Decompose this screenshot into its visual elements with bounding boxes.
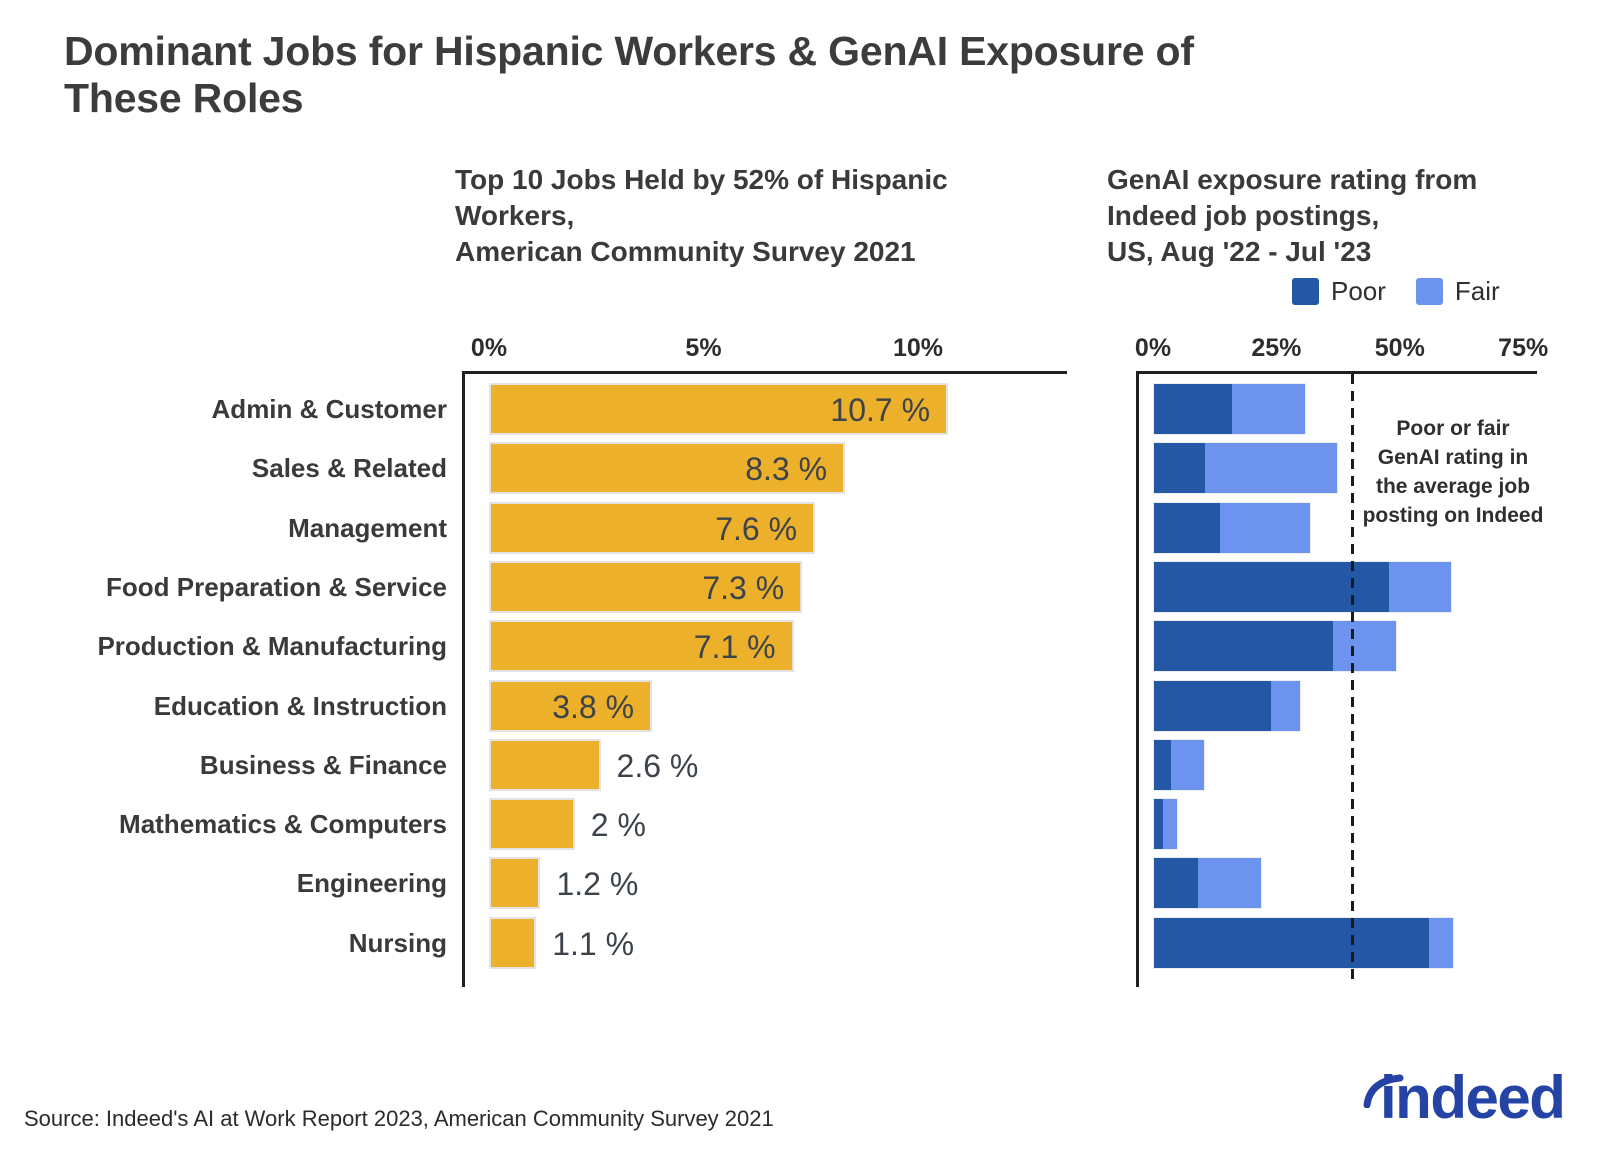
page-title: Dominant Jobs for Hispanic Workers & Gen… (64, 28, 1194, 121)
right-axis-tick-25%: 25% (1251, 334, 1302, 362)
left-chart-y-axis-line (462, 371, 465, 987)
annotation-line3: the average job (1375, 475, 1531, 498)
fair-segment-food-preparation-service (1389, 561, 1451, 612)
reference-line-annotation: Poor or fair GenAI rating in the average… (1333, 414, 1573, 530)
left-bar-food-preparation-service (489, 560, 803, 613)
left-axis-tick-0%: 0% (470, 334, 508, 362)
category-label-mathematics-computers: Mathematics & Computers (119, 809, 447, 840)
left-chart-subtitle-line1: Top 10 Jobs Held by 52% of Hispanic (455, 164, 948, 195)
right-bar-education-instruction (1153, 679, 1302, 732)
left-bar-management (489, 501, 816, 554)
fair-segment-business-finance (1170, 739, 1204, 790)
left-bar-production-manufacturing (489, 620, 794, 673)
source-note: Source: Indeed's AI at Work Report 2023,… (24, 1106, 774, 1131)
right-bar-admin-customer (1153, 383, 1307, 435)
value-label-education-instruction: 3.8 % (552, 688, 635, 725)
fair-segment-production-manufacturing (1332, 621, 1397, 672)
right-axis-tick-50%: 50% (1374, 334, 1425, 362)
poor-segment-admin-customer (1154, 384, 1232, 434)
indeed-logo-text: indeed (1380, 1064, 1566, 1131)
right-chart-y-axis-line (1136, 371, 1139, 987)
category-label-admin-customer: Admin & Customer (211, 394, 447, 424)
poor-segment-nursing (1154, 917, 1429, 968)
left-axis-tick-5%: 5% (685, 334, 722, 362)
annotation-line2: GenAI rating in (1377, 446, 1529, 469)
fair-segment-management (1219, 502, 1310, 553)
right-chart-subtitle: GenAI exposure rating from Indeed job po… (1107, 162, 1577, 270)
indeed-logo: indeed (1363, 1064, 1566, 1131)
category-label-engineering: Engineering (296, 868, 447, 899)
fair-segment-admin-customer (1231, 384, 1306, 434)
category-label-production-manufacturing: Production & Manufacturing (97, 631, 447, 662)
fair-segment-education-instruction (1270, 680, 1301, 731)
category-label-food-preparation-service: Food Preparation & Service (106, 571, 447, 602)
legend-poor-label: Poor (1331, 276, 1386, 306)
legend: Poor Fair (1292, 276, 1500, 307)
value-label-business-finance: 2.6 % (616, 747, 699, 784)
annotation-line4: posting on Indeed (1362, 504, 1544, 527)
fair-segment-nursing (1428, 917, 1454, 968)
legend-fair-swatch (1415, 278, 1443, 305)
category-label-sales-related: Sales & Related (251, 453, 447, 484)
value-label-food-preparation-service: 7.3 % (702, 569, 785, 606)
value-label-engineering: 1.2 % (556, 866, 639, 903)
left-bar-education-instruction (489, 679, 653, 732)
category-label-business-finance: Business & Finance (199, 749, 447, 780)
category-label-nursing: Nursing (348, 927, 447, 958)
left-bar-nursing (489, 916, 537, 969)
value-label-sales-related: 8.3 % (745, 451, 828, 488)
right-bar-production-manufacturing (1153, 620, 1398, 673)
poor-segment-engineering (1154, 858, 1198, 909)
value-label-nursing: 1.1 % (552, 925, 635, 962)
category-label-education-instruction: Education & Instruction (153, 690, 447, 721)
poor-segment-business-finance (1154, 739, 1171, 790)
right-chart-subtitle-line3: US, Aug '22 - Jul '23 (1107, 236, 1372, 267)
right-bar-sales-related (1153, 442, 1339, 495)
right-chart-top-axis-line (1136, 371, 1537, 374)
indeed-logo-arc-icon (1363, 1074, 1404, 1108)
average-reference-line (1351, 374, 1355, 986)
left-chart-top-axis-line (462, 371, 1067, 374)
category-label-management: Management (288, 512, 447, 543)
right-bar-management (1153, 501, 1311, 554)
value-label-mathematics-computers: 2 % (590, 807, 646, 844)
left-axis-tick-10%: 10% (892, 334, 944, 362)
left-chart-subtitle: Top 10 Jobs Held by 52% of Hispanic Work… (455, 162, 1055, 270)
right-bar-mathematics-computers (1153, 798, 1178, 851)
right-bar-business-finance (1153, 738, 1205, 791)
right-axis-tick-0%: 0% (1134, 334, 1172, 362)
poor-segment-management (1154, 502, 1220, 553)
right-chart-subtitle-line2: Indeed job postings, (1107, 200, 1380, 231)
right-bar-nursing (1153, 916, 1455, 969)
left-bar-admin-customer (489, 383, 949, 435)
left-bar-engineering (489, 857, 541, 910)
left-chart-subtitle-line3: American Community Survey 2021 (455, 236, 916, 267)
left-bar-mathematics-computers (489, 798, 575, 851)
right-bar-engineering (1153, 857, 1262, 910)
left-bar-sales-related (489, 442, 846, 495)
fair-segment-sales-related (1205, 443, 1338, 494)
poor-segment-sales-related (1154, 443, 1206, 494)
poor-segment-production-manufacturing (1154, 621, 1333, 672)
poor-segment-mathematics-computers (1154, 799, 1164, 850)
left-bar-business-finance (489, 738, 601, 791)
value-label-production-manufacturing: 7.1 % (693, 629, 776, 666)
fair-segment-engineering (1197, 858, 1261, 909)
legend-poor-swatch (1292, 278, 1319, 305)
poor-segment-education-instruction (1154, 680, 1271, 731)
right-bar-food-preparation-service (1153, 560, 1452, 613)
annotation-line1: Poor or fair (1396, 417, 1510, 440)
right-chart-subtitle-line1: GenAI exposure rating from (1107, 164, 1478, 195)
left-chart-subtitle-line2: Workers, (455, 200, 575, 231)
legend-fair-label: Fair (1454, 276, 1500, 306)
value-label-admin-customer: 10.7 % (830, 392, 931, 428)
value-label-management: 7.6 % (715, 510, 798, 547)
right-axis-tick-75%: 75% (1498, 334, 1549, 362)
fair-segment-mathematics-computers (1163, 799, 1177, 850)
poor-segment-food-preparation-service (1154, 561, 1390, 612)
